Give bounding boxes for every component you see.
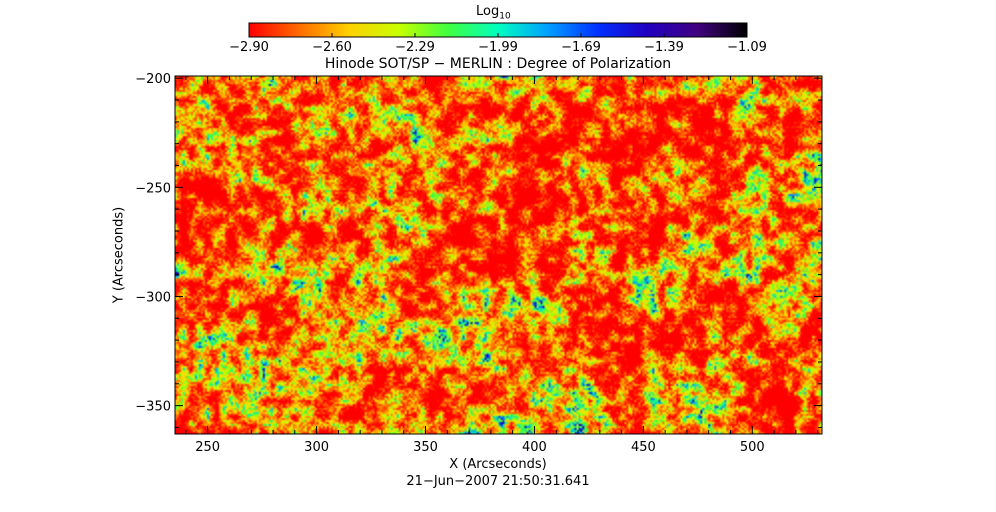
y-tick-label: −200 [135, 72, 171, 87]
y-axis-label: Y (Arcseconds) [111, 206, 127, 304]
colorbar-label: Log10 [476, 5, 511, 22]
x-tick-label: 350 [413, 440, 438, 455]
timestamp: 21−Jun−2007 21:50:31.641 [406, 474, 590, 489]
colorbar-label-sub: 10 [499, 11, 511, 22]
colorbar-tick-label: −1.99 [478, 40, 518, 55]
colorbar-ticks: −2.90 −2.60 −2.29 −1.99 −1.69 −1.39 −1.09 [229, 33, 767, 55]
x-axis-ticks: 250 300 350 400 450 500 [185, 76, 819, 455]
y-axis-ticks: −200 −250 −300 −350 [135, 72, 822, 428]
colorbar-label-main: Log [476, 4, 500, 19]
colorbar-tick-label: −2.90 [229, 40, 269, 55]
colorbar-tick-label: −2.29 [395, 40, 435, 55]
x-axis-label: X (Arcseconds) [449, 457, 547, 472]
y-tick-label: −350 [135, 400, 171, 415]
x-tick-label: 300 [304, 440, 329, 455]
plot-frame [174, 75, 823, 435]
colorbar-tick-label: −1.69 [561, 40, 601, 55]
chart-title: Hinode SOT/SP − MERLIN : Degree of Polar… [324, 56, 672, 72]
x-tick-label: 450 [631, 440, 656, 455]
colorbar-tick-label: −1.39 [644, 40, 684, 55]
heatmap-image [175, 76, 822, 434]
colorbar-tick-label: −1.09 [727, 40, 767, 55]
x-tick-label: 400 [522, 440, 547, 455]
y-tick-label: −250 [135, 181, 171, 196]
y-tick-label: −300 [135, 290, 171, 305]
heatmap [175, 76, 822, 434]
x-tick-label: 250 [195, 440, 220, 455]
colorbar-tick-label: −2.60 [312, 40, 352, 55]
x-tick-label: 500 [740, 440, 765, 455]
colorbar: −2.90 −2.60 −2.29 −1.99 −1.69 −1.39 −1.09 [229, 22, 767, 55]
